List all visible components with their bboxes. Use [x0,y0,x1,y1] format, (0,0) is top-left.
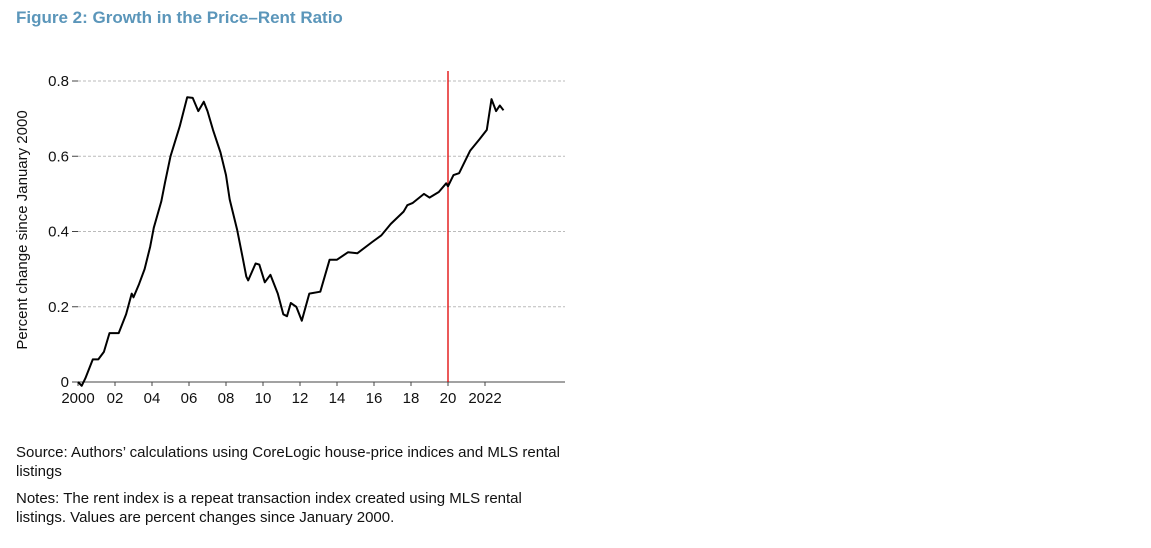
y-tick-label: 0 [61,374,69,391]
x-tick-label: 08 [218,390,235,407]
y-tick-label: 0.6 [48,148,69,165]
x-tick-label: 02 [107,390,124,407]
x-tick-label: 16 [366,390,383,407]
source-note: Source: Authors’ calculations using Core… [16,444,560,480]
x-tick-label: 04 [144,390,161,407]
x-tick-label: 20 [440,390,457,407]
y-tick-label: 0.4 [48,224,69,241]
x-tick-label: 10 [255,390,272,407]
x-tick-label: 18 [403,390,420,407]
x-tick-label: 12 [292,390,309,407]
y-axis-label: Percent change since January 2000 [14,110,31,349]
x-tick-label: 14 [329,390,346,407]
figure-title: Figure 2: Growth in the Price–Rent Ratio [16,8,343,27]
notes: Notes: The rent index is a repeat transa… [16,490,522,526]
series-line [77,96,505,387]
x-tick-label: 06 [181,390,198,407]
y-tick-label: 0.2 [48,299,69,316]
x-tick-label: 2000 [61,390,94,407]
y-tick-label: 0.8 [48,73,69,90]
x-tick-label: 2022 [468,390,501,407]
